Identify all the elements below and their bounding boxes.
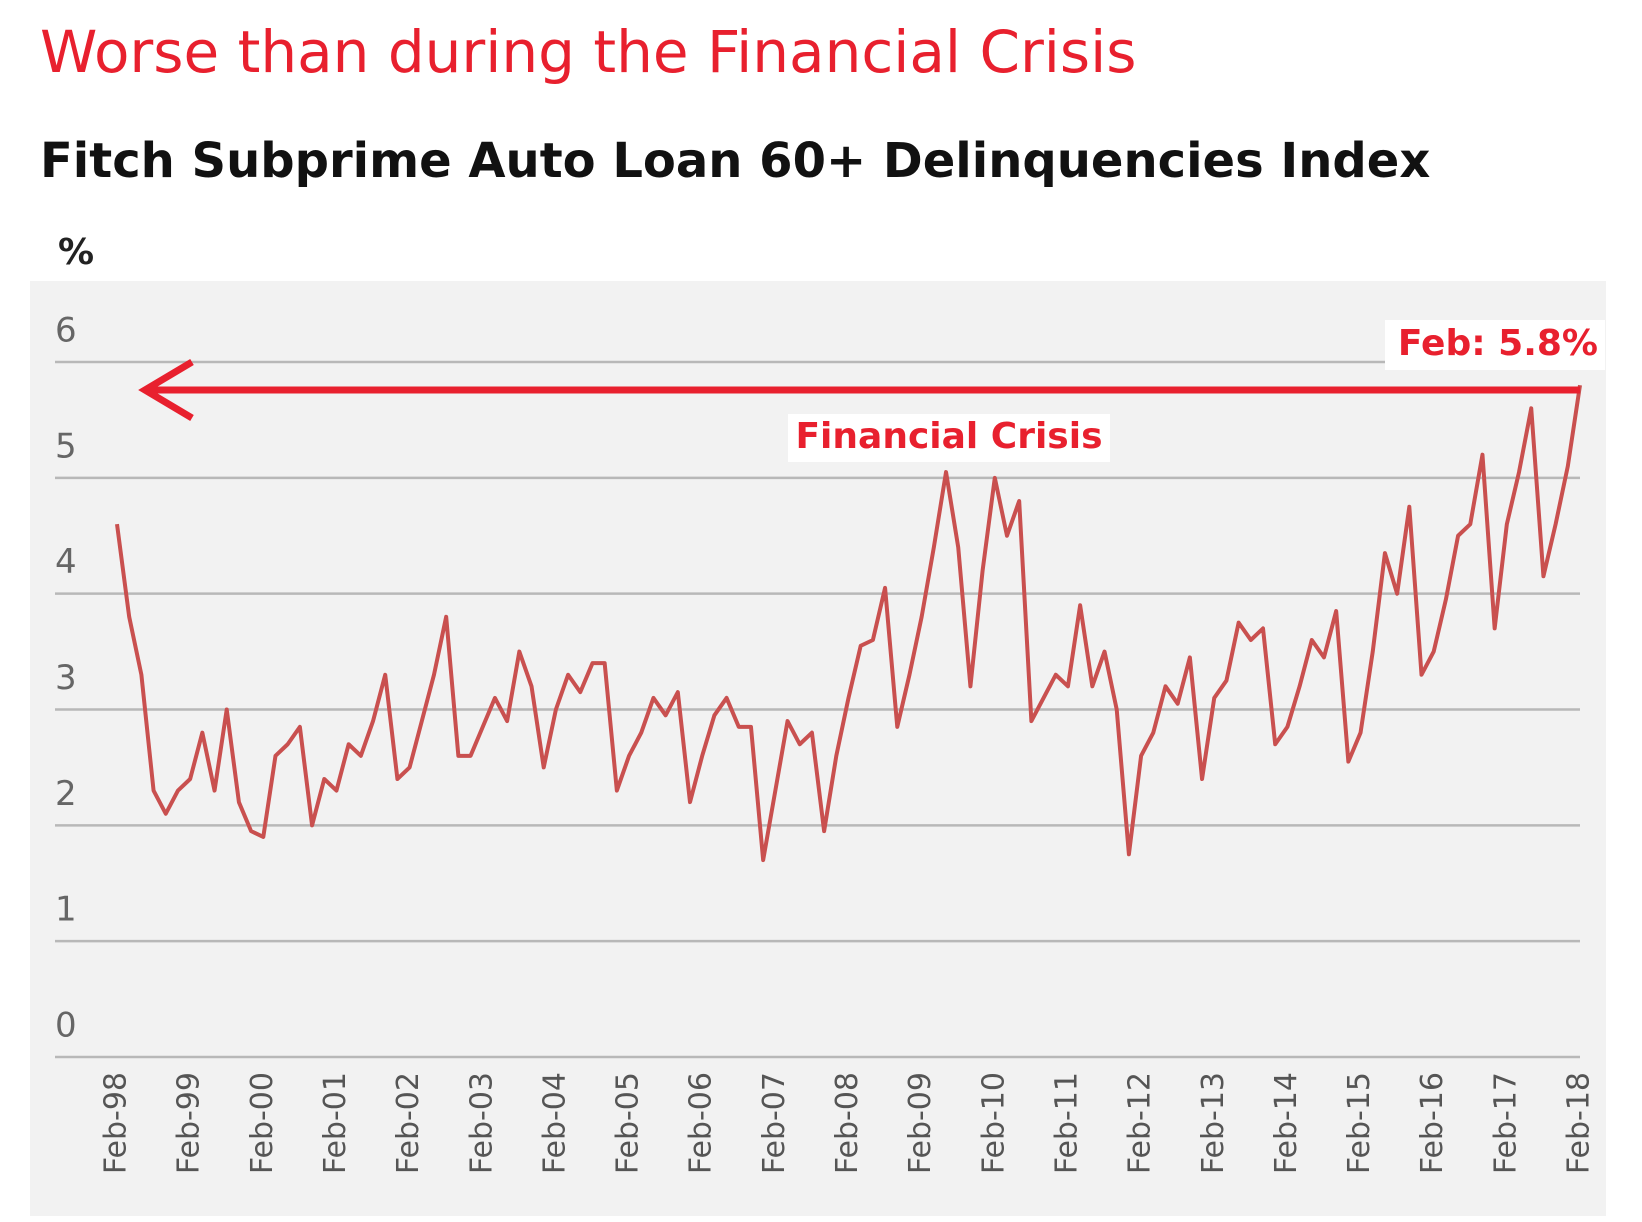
x-tick-label: Feb-08 — [830, 1072, 865, 1174]
x-tick-label: Feb-07 — [757, 1072, 792, 1174]
y-tick-label: 6 — [55, 311, 77, 351]
x-tick-label: Feb-14 — [1269, 1072, 1304, 1174]
x-tick-label: Feb-17 — [1488, 1072, 1523, 1174]
annotation: Feb: 5.8% — [1398, 323, 1598, 364]
label-background — [1385, 320, 1605, 370]
x-tick-label: Feb-99 — [172, 1072, 207, 1174]
x-tick-label: Feb-01 — [318, 1072, 353, 1174]
x-tick-label: Feb-06 — [684, 1072, 719, 1174]
label-background — [788, 414, 1110, 462]
data-line — [115, 384, 1582, 863]
x-tick-label: Feb-98 — [99, 1072, 134, 1174]
x-tick-label: Feb-03 — [464, 1072, 499, 1174]
x-tick-label: Feb-16 — [1415, 1072, 1450, 1174]
y-axis-label: % — [58, 232, 94, 273]
x-tick-label: Feb-13 — [1196, 1072, 1231, 1174]
y-tick-label: 1 — [55, 890, 77, 930]
x-tick-label: Feb-09 — [903, 1072, 938, 1174]
chart-subtitle: Fitch Subprime Auto Loan 60+ Delinquenci… — [40, 133, 1430, 189]
chart-title: Worse than during the Financial Crisis — [40, 18, 1136, 86]
annotation: Financial Crisis — [795, 416, 1102, 457]
x-tick-label: Feb-18 — [1562, 1072, 1597, 1174]
x-tick-label: Feb-10 — [976, 1072, 1011, 1174]
x-tick-label: Feb-05 — [611, 1072, 646, 1174]
x-tick-label: Feb-11 — [1049, 1072, 1084, 1174]
y-tick-label: 4 — [55, 542, 77, 582]
x-tick-label: Feb-12 — [1123, 1072, 1158, 1174]
y-tick-label: 3 — [55, 658, 77, 698]
x-tick-label: Feb-04 — [537, 1072, 572, 1174]
x-tick-label: Feb-15 — [1342, 1072, 1377, 1174]
y-tick-label: 5 — [55, 426, 77, 466]
x-tick-label: Feb-02 — [391, 1072, 426, 1174]
y-tick-label: 0 — [55, 1006, 77, 1046]
arrow-head — [138, 358, 194, 422]
y-tick-label: 2 — [55, 774, 77, 814]
x-tick-label: Feb-00 — [245, 1072, 280, 1174]
